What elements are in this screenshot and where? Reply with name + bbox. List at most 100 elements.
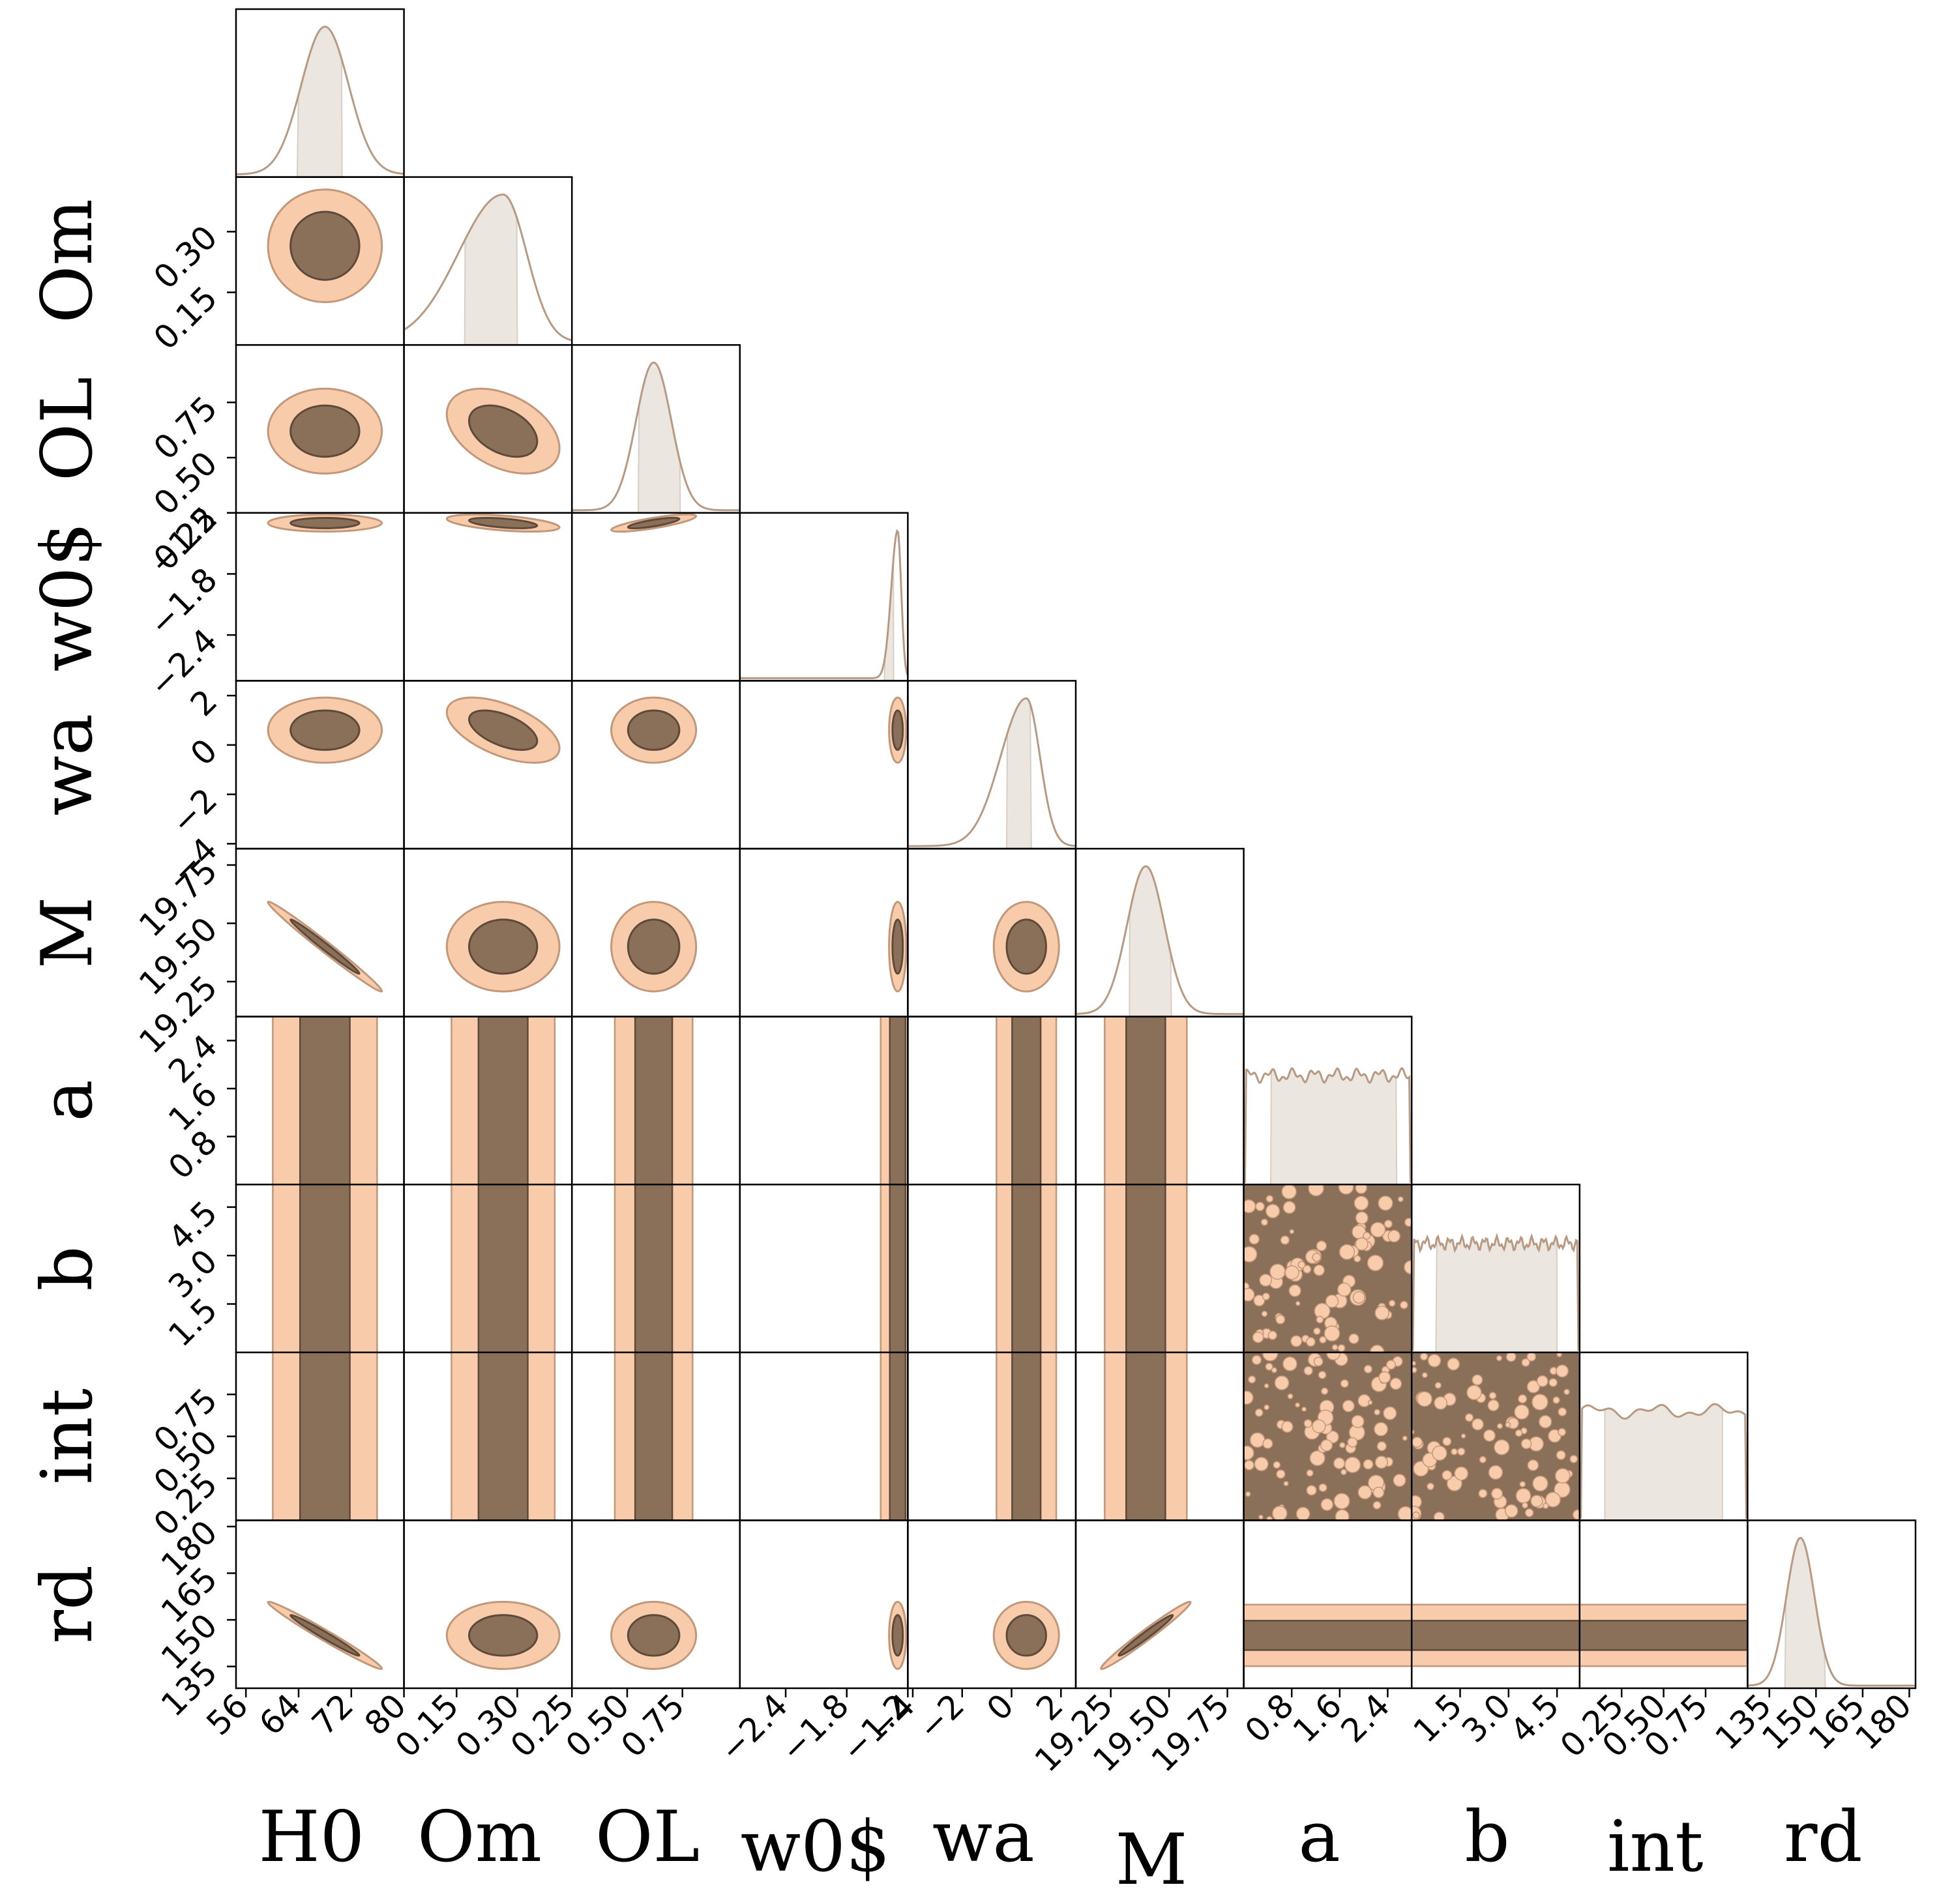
x-tick-label-ol: 0.75 xyxy=(614,1686,692,1765)
contour-noise xyxy=(1255,1201,1265,1212)
contour-noise xyxy=(1320,1498,1334,1512)
contour-noise xyxy=(1367,1399,1373,1405)
contour-noise xyxy=(1374,1306,1389,1321)
x-tick-label-ol: 0.25 xyxy=(503,1686,582,1765)
contour-noise xyxy=(1283,1480,1289,1487)
panel-rd-vs-int xyxy=(1578,1519,1749,1690)
contour-noise xyxy=(1451,1448,1458,1456)
contour-noise xyxy=(1538,1414,1552,1429)
panel-b-vs-m xyxy=(1074,1183,1245,1354)
contour-noise xyxy=(1303,1419,1312,1428)
marginal-curve-m xyxy=(1076,865,1244,1016)
panel-frame xyxy=(1074,1519,1245,1690)
contour-noise xyxy=(1258,1514,1264,1520)
contour-noise xyxy=(1397,1506,1412,1521)
contour-noise xyxy=(1303,1265,1312,1274)
panel-a-vs-m xyxy=(1074,1016,1245,1186)
panel-frame xyxy=(907,1519,1077,1690)
contour-1sigma xyxy=(634,1184,673,1353)
contour-1sigma xyxy=(889,1184,907,1353)
contour-noise xyxy=(1378,1195,1393,1211)
contour-noise xyxy=(1309,1450,1325,1467)
panel-m-vs-wa xyxy=(907,847,1077,1018)
marginal-band-b xyxy=(1435,1234,1558,1353)
contour-noise xyxy=(1556,1352,1562,1358)
contour-noise xyxy=(1243,1390,1254,1405)
contour-noise xyxy=(1348,1333,1359,1344)
contour-1sigma xyxy=(1125,1352,1166,1521)
contour-noise xyxy=(1515,1487,1532,1504)
contour-noise xyxy=(1260,1218,1268,1226)
contour-noise xyxy=(1265,1203,1280,1219)
y-axis-title-ol: OL xyxy=(27,377,108,481)
panel-a-vs-h0 xyxy=(235,1016,405,1186)
contour-1sigma xyxy=(1005,918,1047,975)
contour-noise xyxy=(1515,1429,1523,1437)
contour-noise xyxy=(1355,1184,1368,1194)
contour-noise xyxy=(1271,1367,1277,1373)
contour-noise xyxy=(1552,1396,1560,1404)
contour-noise xyxy=(1248,1375,1256,1384)
contour-1sigma xyxy=(289,918,361,975)
x-tick-label-h0: 72 xyxy=(304,1686,361,1742)
contour-noise xyxy=(1454,1466,1469,1481)
contour-noise xyxy=(1352,1291,1365,1304)
contour-noise xyxy=(1308,1184,1324,1197)
marginal-curve-a xyxy=(1243,1066,1412,1183)
contour-noise xyxy=(1262,1352,1279,1362)
contour-noise xyxy=(1387,1229,1400,1243)
panel-w0-vs-ol xyxy=(570,512,741,682)
panel-rd-vs-a xyxy=(1243,1519,1413,1690)
contour-noise xyxy=(1301,1406,1307,1412)
panel-b-vs-om xyxy=(403,1183,573,1354)
contour-1sigma xyxy=(891,918,904,975)
panel-ol-vs-ol xyxy=(570,344,741,514)
x-axis-title-rd: rd xyxy=(1784,1796,1863,1878)
panel-a-vs-ol xyxy=(570,1016,741,1186)
y-tick-label-om: 0.15 xyxy=(147,279,225,357)
contour-noise xyxy=(1532,1475,1548,1492)
contour-noise xyxy=(1548,1378,1558,1387)
x-axis-title-int: int xyxy=(1607,1806,1704,1888)
contour-1sigma xyxy=(634,1352,673,1521)
contour-noise xyxy=(1488,1392,1497,1399)
marginal-curve-w0 xyxy=(739,529,908,679)
contour-noise xyxy=(1274,1375,1290,1390)
y-tick-label-om: 0.30 xyxy=(147,218,225,297)
contour-1sigma xyxy=(627,516,681,530)
contour-noise xyxy=(1249,1233,1260,1245)
contour-noise xyxy=(1318,1370,1327,1379)
x-tick-label-om: 0.15 xyxy=(388,1686,466,1765)
x-axis-title-ol: OL xyxy=(595,1796,700,1878)
contour-1sigma xyxy=(467,516,539,529)
panel-m-vs-om xyxy=(403,847,573,1018)
contour-1sigma xyxy=(1125,1184,1166,1353)
panel-frame xyxy=(739,1519,909,1690)
contour-noise xyxy=(1344,1456,1361,1473)
panel-frame xyxy=(570,512,741,682)
contour-noise xyxy=(1354,1255,1361,1263)
panel-frame xyxy=(739,847,909,1018)
contour-1sigma xyxy=(289,404,361,458)
panel-ol-vs-h0 xyxy=(235,344,405,514)
corner-panels xyxy=(235,8,1917,1690)
contour-noise xyxy=(1316,1315,1324,1324)
contour-noise xyxy=(1372,1486,1385,1499)
contour-1sigma xyxy=(289,211,361,281)
y-axis-title-wa: wa xyxy=(27,714,108,816)
contour-noise xyxy=(1331,1344,1339,1351)
marginal-band-om xyxy=(464,194,518,345)
marginal-curve-om xyxy=(404,194,572,342)
panel-int-vs-h0 xyxy=(235,1351,405,1521)
panel-rd-vs-m xyxy=(1074,1519,1245,1690)
x-tick-label-h0: 64 xyxy=(252,1686,308,1742)
contour-noise xyxy=(1264,1383,1269,1388)
contour-noise xyxy=(1290,1335,1303,1347)
contour-noise xyxy=(1267,1330,1277,1340)
contour-noise xyxy=(1245,1491,1251,1497)
panel-om-vs-om xyxy=(403,176,573,346)
contour-noise xyxy=(1384,1220,1393,1229)
contour-noise xyxy=(1427,1482,1434,1491)
contour-noise xyxy=(1488,1465,1503,1480)
contour-noise xyxy=(1374,1409,1381,1416)
